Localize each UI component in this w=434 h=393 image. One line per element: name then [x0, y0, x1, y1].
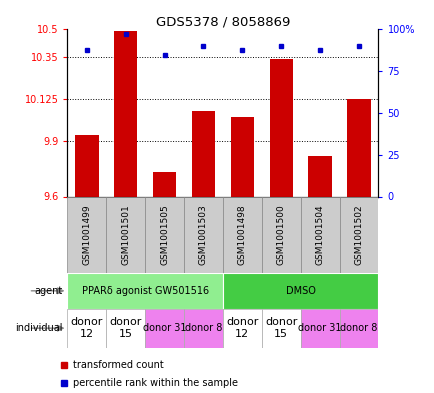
Text: GSM1001503: GSM1001503: [198, 204, 207, 265]
Title: GDS5378 / 8058869: GDS5378 / 8058869: [155, 15, 289, 28]
Text: donor 8: donor 8: [184, 323, 222, 333]
Bar: [106, 196, 145, 273]
Bar: [67, 309, 106, 348]
Text: donor 8: donor 8: [339, 323, 377, 333]
Text: DMSO: DMSO: [285, 286, 315, 296]
Text: transformed count: transformed count: [73, 360, 164, 370]
Bar: [114, 31, 137, 196]
Bar: [106, 309, 145, 348]
Text: percentile rank within the sample: percentile rank within the sample: [73, 378, 237, 387]
Text: donor
15: donor 15: [109, 318, 141, 339]
Text: GSM1001499: GSM1001499: [82, 204, 91, 265]
Text: GSM1001502: GSM1001502: [354, 204, 363, 265]
Bar: [261, 309, 300, 348]
Text: GSM1001501: GSM1001501: [121, 204, 130, 265]
Text: agent: agent: [35, 286, 63, 296]
Text: GSM1001505: GSM1001505: [160, 204, 169, 265]
Bar: [308, 156, 331, 196]
Text: donor
12: donor 12: [70, 318, 103, 339]
Bar: [222, 196, 261, 273]
Bar: [339, 196, 378, 273]
Text: donor
15: donor 15: [264, 318, 297, 339]
Bar: [184, 309, 222, 348]
Bar: [346, 99, 370, 196]
Text: GSM1001504: GSM1001504: [315, 204, 324, 265]
Bar: [269, 59, 292, 196]
Bar: [184, 196, 222, 273]
Bar: [300, 196, 339, 273]
Bar: [145, 196, 184, 273]
Text: individual: individual: [16, 323, 63, 333]
Bar: [222, 273, 378, 309]
Bar: [230, 117, 253, 196]
Text: donor 31: donor 31: [142, 323, 186, 333]
Bar: [67, 196, 106, 273]
Bar: [145, 309, 184, 348]
Bar: [67, 273, 222, 309]
Bar: [300, 309, 339, 348]
Bar: [261, 196, 300, 273]
Text: GSM1001498: GSM1001498: [237, 204, 247, 265]
Bar: [191, 111, 215, 196]
Bar: [153, 173, 176, 196]
Text: donor
12: donor 12: [226, 318, 258, 339]
Bar: [75, 135, 98, 196]
Bar: [222, 309, 261, 348]
Text: PPARδ agonist GW501516: PPARδ agonist GW501516: [82, 286, 208, 296]
Text: donor 31: donor 31: [298, 323, 341, 333]
Bar: [339, 309, 378, 348]
Text: GSM1001500: GSM1001500: [276, 204, 285, 265]
